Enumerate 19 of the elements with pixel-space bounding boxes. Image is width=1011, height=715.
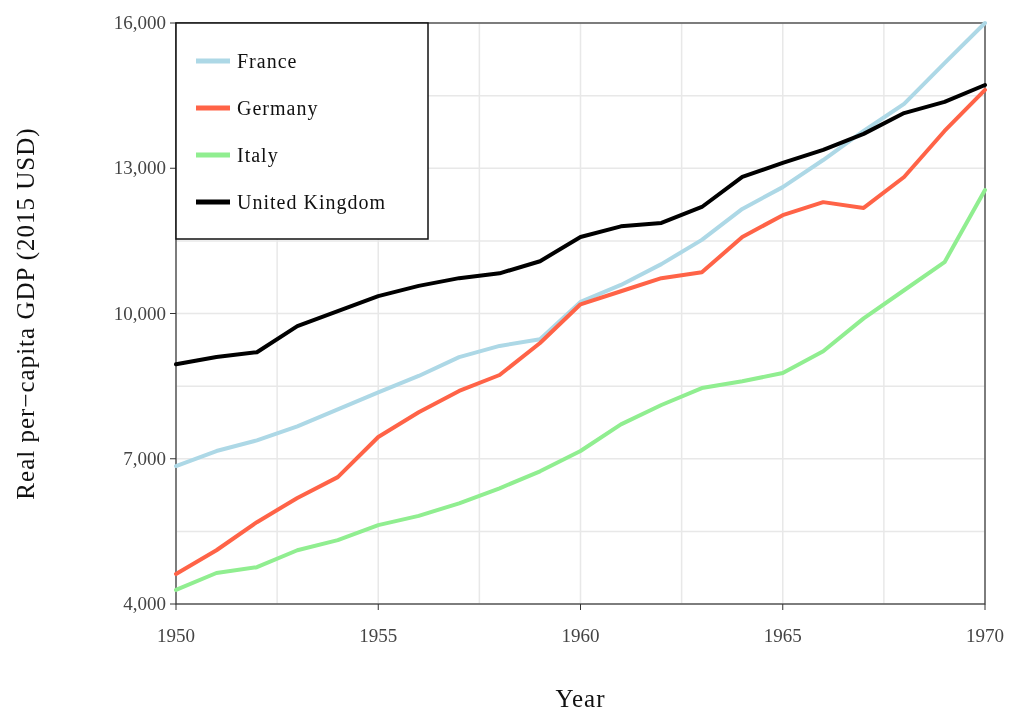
y-tick-label: 16,000	[113, 12, 166, 33]
legend-label: Italy	[237, 144, 279, 167]
x-tick-label: 1960	[561, 625, 600, 646]
line-series	[174, 82, 987, 367]
line-series	[174, 87, 987, 576]
x-tick-label: 1965	[763, 625, 802, 646]
x-tick-label: 1970	[966, 625, 1004, 646]
legend-label: United Kingdom	[237, 191, 386, 214]
line-series	[174, 188, 987, 592]
x-tick-label: 1955	[359, 625, 398, 646]
y-tick-label: 13,000	[113, 157, 166, 179]
legend-label: France	[237, 50, 298, 72]
y-tick-label: 7,000	[123, 447, 166, 469]
y-axis-title: Real per−capita GDP (2015 USD)	[12, 127, 40, 500]
y-tick-label: 4,000	[123, 593, 166, 614]
legend-label: Germany	[237, 97, 319, 120]
x-axis-title: Year	[555, 685, 606, 712]
x-tick-label: 1950	[157, 625, 195, 646]
y-tick-label: 10,000	[113, 302, 166, 324]
